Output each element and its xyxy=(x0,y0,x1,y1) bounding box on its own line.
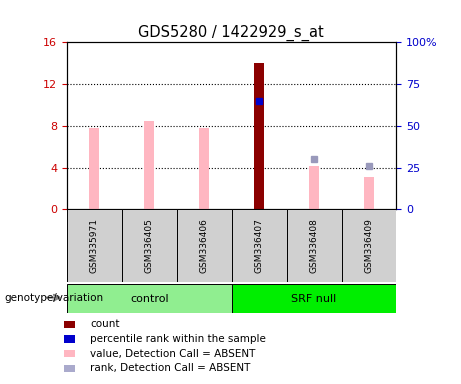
Bar xyxy=(67,209,122,282)
Text: GSM336407: GSM336407 xyxy=(254,218,264,273)
Bar xyxy=(65,350,75,358)
Bar xyxy=(231,209,287,282)
Text: percentile rank within the sample: percentile rank within the sample xyxy=(90,334,266,344)
Text: GSM336409: GSM336409 xyxy=(365,218,373,273)
Bar xyxy=(89,128,99,209)
Bar xyxy=(287,209,342,282)
Text: value, Detection Call = ABSENT: value, Detection Call = ABSENT xyxy=(90,349,255,359)
Bar xyxy=(67,284,231,313)
Bar xyxy=(309,167,319,209)
Bar xyxy=(177,209,231,282)
Text: GSM336405: GSM336405 xyxy=(145,218,154,273)
Bar xyxy=(122,209,177,282)
Bar xyxy=(342,209,396,282)
Text: GDS5280 / 1422929_s_at: GDS5280 / 1422929_s_at xyxy=(138,25,323,41)
Text: GSM335971: GSM335971 xyxy=(90,218,99,273)
Bar xyxy=(364,177,374,209)
Bar xyxy=(65,321,75,328)
Text: GSM336406: GSM336406 xyxy=(200,218,209,273)
Bar xyxy=(254,63,264,209)
Bar xyxy=(65,335,75,343)
Bar xyxy=(199,128,209,209)
Text: GSM336408: GSM336408 xyxy=(309,218,319,273)
Text: control: control xyxy=(130,293,169,304)
Bar xyxy=(65,364,75,372)
Bar xyxy=(144,121,154,209)
Text: rank, Detection Call = ABSENT: rank, Detection Call = ABSENT xyxy=(90,363,250,373)
Text: genotype/variation: genotype/variation xyxy=(5,293,104,303)
Bar xyxy=(231,284,396,313)
Text: count: count xyxy=(90,319,119,329)
Text: SRF null: SRF null xyxy=(291,293,337,304)
